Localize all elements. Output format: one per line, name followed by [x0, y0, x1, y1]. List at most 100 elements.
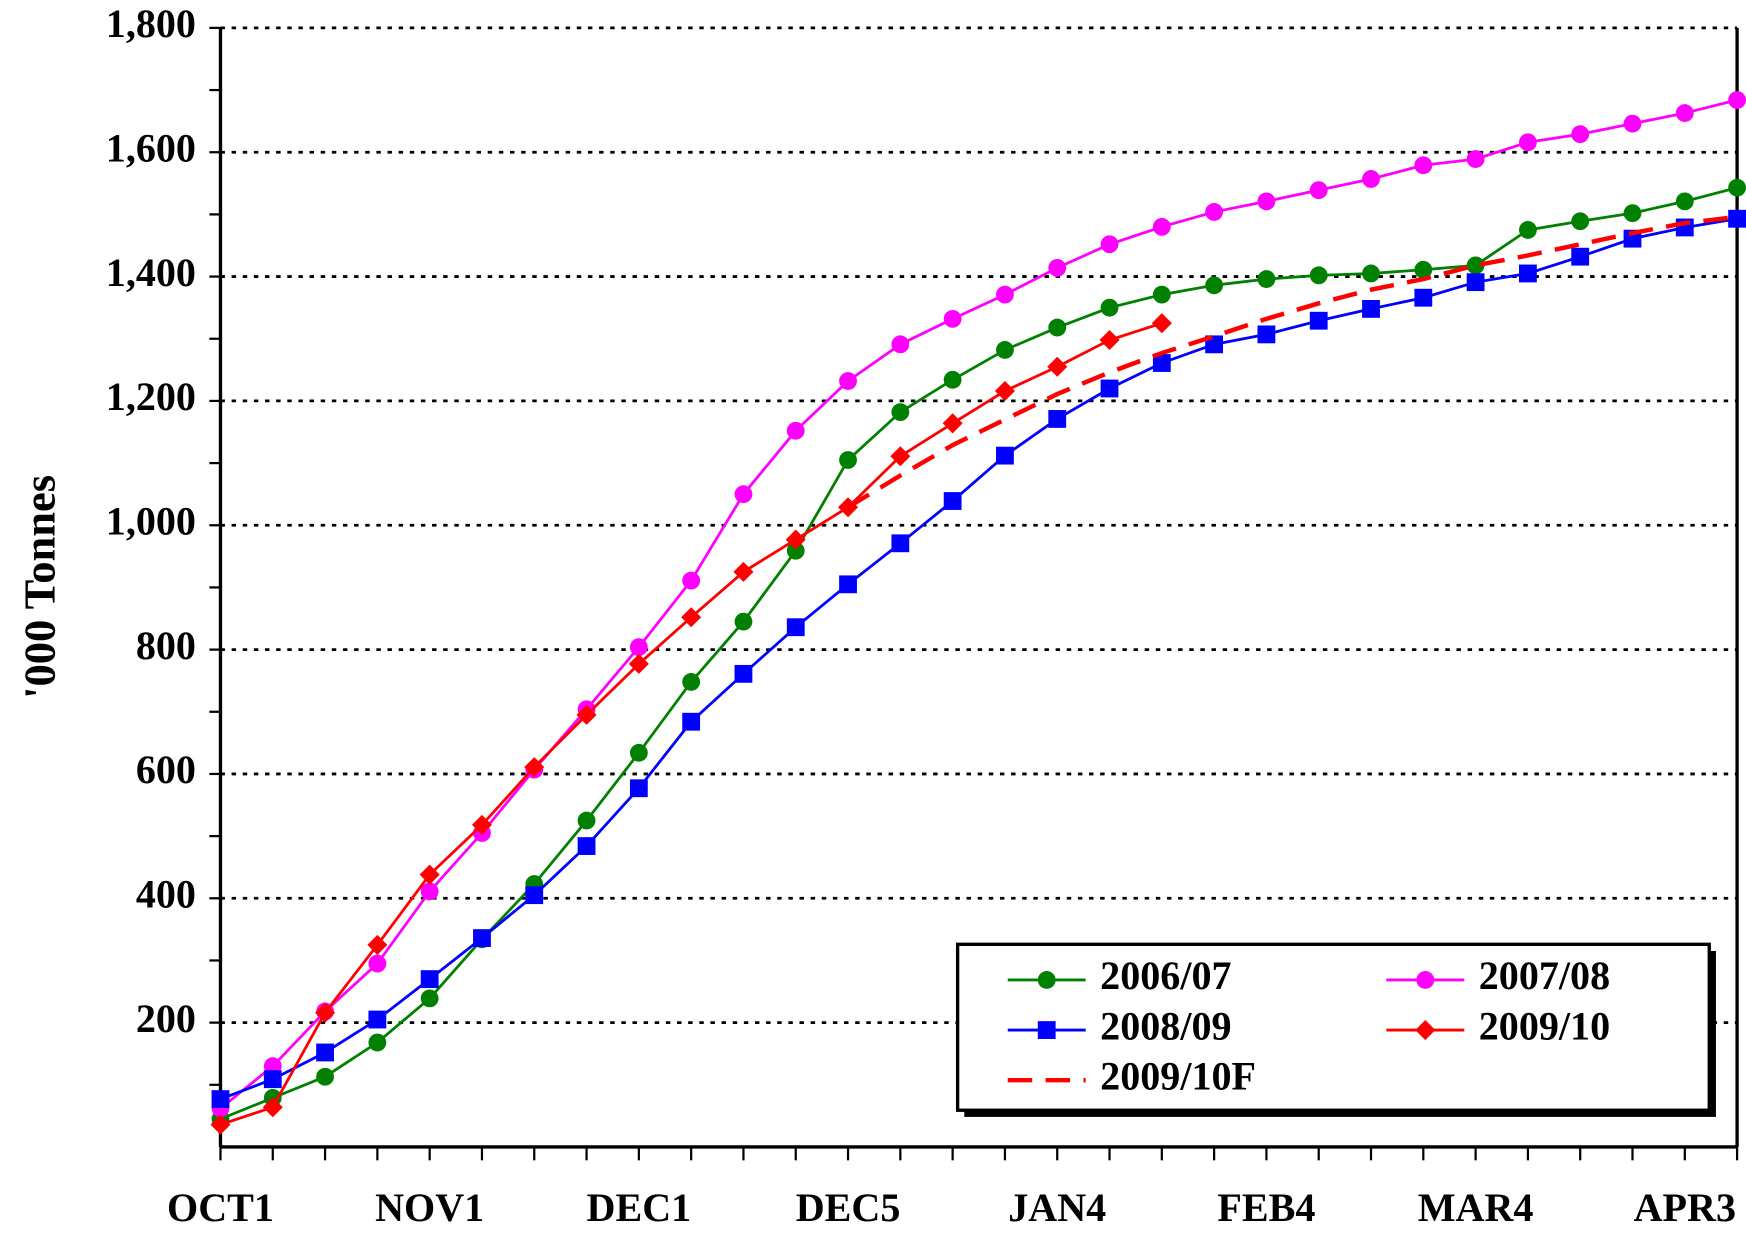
point	[1362, 264, 1380, 283]
point	[943, 370, 962, 389]
point	[1309, 181, 1328, 200]
point	[682, 673, 701, 691]
point	[1571, 247, 1590, 266]
point	[420, 989, 439, 1008]
point	[1675, 104, 1694, 122]
point	[1571, 125, 1590, 144]
point	[576, 704, 597, 725]
point	[577, 837, 596, 855]
series-line	[219, 98, 1738, 1110]
point	[1037, 1021, 1056, 1039]
point	[1728, 209, 1746, 228]
y-tick-label: 1,200	[106, 374, 196, 419]
y-tick-label: 400	[136, 871, 196, 916]
point	[1047, 356, 1068, 377]
point	[211, 1090, 230, 1109]
x-tick-label: OCT1	[167, 1185, 274, 1230]
legend-label: 2009/10	[1479, 1003, 1610, 1048]
point	[786, 421, 805, 440]
point	[943, 492, 962, 510]
point	[1048, 318, 1067, 337]
y-tick-label: 600	[136, 747, 196, 792]
point	[839, 451, 857, 469]
point	[1151, 313, 1172, 334]
point	[785, 529, 806, 550]
point	[1100, 379, 1119, 398]
point	[1466, 273, 1485, 292]
point	[1362, 299, 1380, 318]
point	[1048, 258, 1067, 277]
series-line	[846, 214, 1738, 510]
y-tick-label: 200	[136, 996, 196, 1041]
point	[734, 664, 753, 683]
y-axis-label: '000 Tonnes	[15, 475, 65, 699]
point	[786, 541, 805, 560]
point	[1100, 235, 1119, 254]
point	[1257, 270, 1276, 288]
point	[1518, 264, 1537, 283]
point	[1623, 204, 1642, 223]
point	[839, 575, 857, 594]
legend-label: 2007/08	[1479, 953, 1610, 998]
point	[734, 612, 753, 631]
point	[1362, 170, 1380, 188]
point	[1466, 256, 1485, 275]
point	[1205, 276, 1224, 295]
point	[420, 882, 439, 901]
point	[629, 638, 648, 657]
point	[1414, 156, 1433, 175]
point	[628, 653, 649, 674]
point	[733, 561, 754, 582]
point	[420, 970, 439, 989]
point	[1414, 260, 1433, 279]
point	[1415, 1020, 1436, 1041]
point	[1518, 221, 1537, 239]
point	[891, 403, 910, 422]
point	[629, 743, 648, 762]
series-line	[219, 186, 1738, 1121]
y-tick-label: 1,800	[106, 1, 196, 46]
x-tick-label: DEC5	[796, 1185, 901, 1230]
y-tick-label: 1,600	[106, 125, 196, 170]
x-tick-label: DEC1	[587, 1185, 692, 1230]
point	[1048, 410, 1067, 428]
point	[1152, 217, 1171, 236]
legend-label: 2009/10F	[1100, 1053, 1256, 1098]
point	[1037, 971, 1056, 989]
x-tick-label: APR3	[1634, 1185, 1736, 1230]
point	[994, 380, 1015, 401]
point	[1152, 285, 1171, 304]
point	[1152, 354, 1171, 372]
y-tick-label: 1,000	[106, 498, 196, 543]
point	[1309, 311, 1328, 330]
point	[1675, 192, 1694, 211]
point	[839, 372, 857, 390]
point	[263, 1070, 282, 1089]
point	[996, 341, 1014, 359]
point	[1728, 178, 1746, 197]
point	[682, 571, 701, 590]
point	[786, 618, 805, 637]
point	[1205, 203, 1224, 221]
point	[996, 446, 1014, 465]
x-tick-label: FEB4	[1217, 1185, 1315, 1230]
x-tick-label: NOV1	[375, 1185, 484, 1230]
point	[368, 954, 387, 973]
point	[943, 309, 962, 328]
point	[682, 712, 701, 731]
point	[734, 485, 753, 504]
point	[1466, 150, 1485, 168]
point	[629, 779, 648, 798]
point	[473, 929, 491, 947]
point	[315, 1002, 336, 1023]
point	[1518, 133, 1537, 152]
point	[1623, 114, 1642, 133]
point	[368, 1033, 387, 1052]
point	[316, 1043, 334, 1062]
point	[942, 413, 963, 434]
y-tick-label: 1,400	[106, 250, 196, 295]
point	[1257, 192, 1276, 211]
point	[996, 285, 1014, 304]
